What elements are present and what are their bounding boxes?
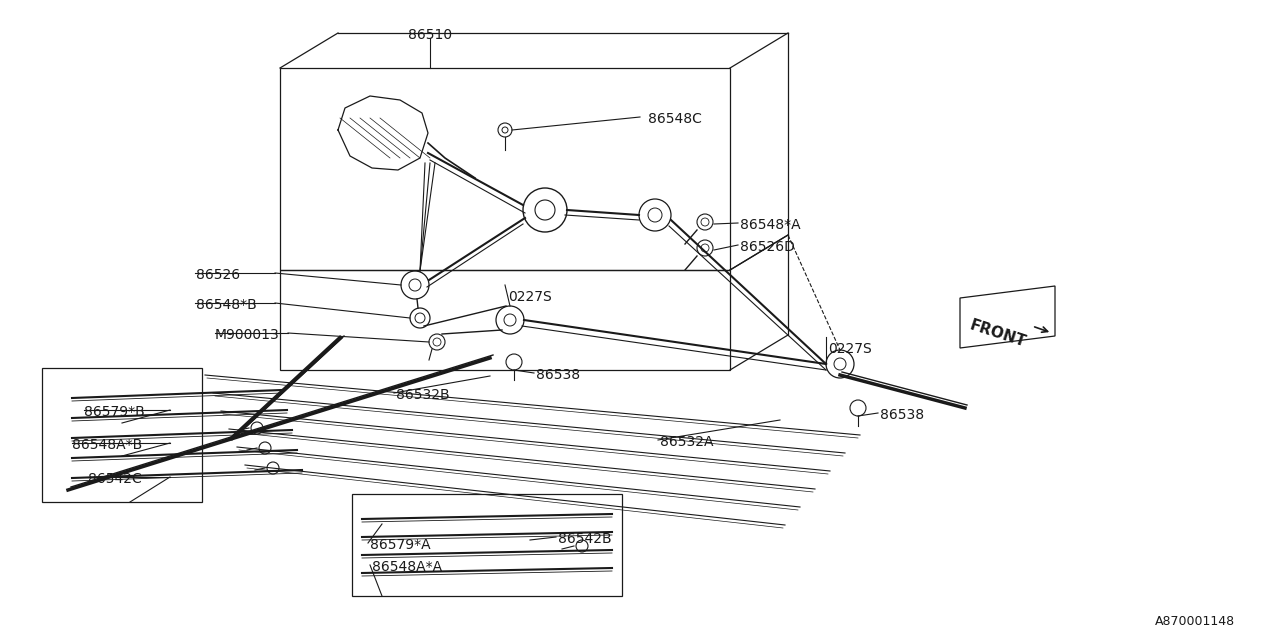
Bar: [280, 68, 730, 270]
Bar: [280, 270, 730, 370]
Text: 0227S: 0227S: [828, 342, 872, 356]
Text: A870001148: A870001148: [1155, 615, 1235, 628]
Text: 86579*A: 86579*A: [370, 538, 430, 552]
Text: 86579*B: 86579*B: [84, 405, 145, 419]
Bar: [42, 368, 202, 502]
Text: 86510: 86510: [408, 28, 452, 42]
Text: 86532A: 86532A: [660, 435, 713, 449]
Text: 86542C: 86542C: [88, 472, 142, 486]
Text: 86538: 86538: [881, 408, 924, 422]
Text: 86548*B: 86548*B: [196, 298, 257, 312]
Bar: [352, 494, 622, 596]
Text: 86548*A: 86548*A: [740, 218, 800, 232]
Text: 86526: 86526: [196, 268, 241, 282]
Text: 86548C: 86548C: [648, 112, 701, 126]
Text: 86532B: 86532B: [396, 388, 449, 402]
Text: 86542B: 86542B: [558, 532, 612, 546]
Text: 0227S: 0227S: [508, 290, 552, 304]
Text: 86526D: 86526D: [740, 240, 795, 254]
Text: 86538: 86538: [536, 368, 580, 382]
Text: FRONT: FRONT: [968, 318, 1028, 350]
Text: 86548A*B: 86548A*B: [72, 438, 142, 452]
Text: 86548A*A: 86548A*A: [372, 560, 442, 574]
Text: M900013: M900013: [215, 328, 280, 342]
